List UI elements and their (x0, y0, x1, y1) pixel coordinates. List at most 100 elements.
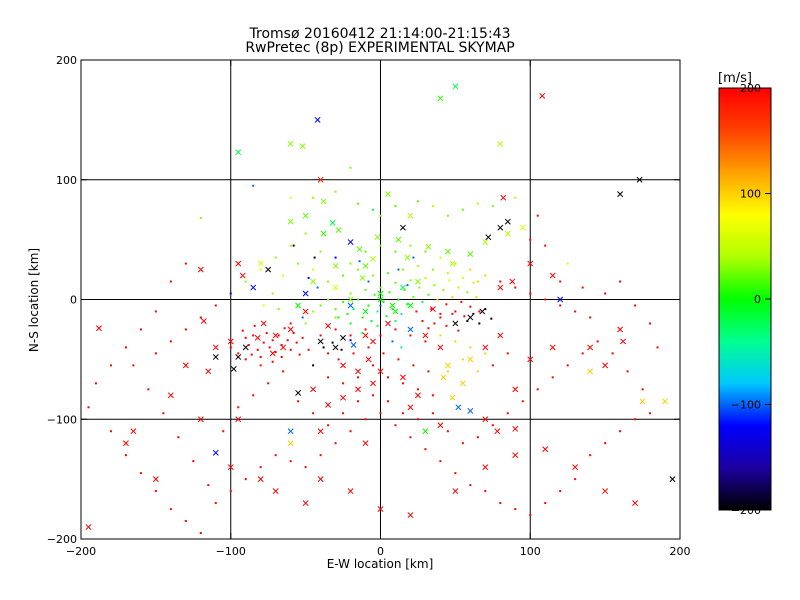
data-point-dot (237, 352, 240, 355)
data-point-x (377, 290, 384, 297)
data-point-dot (416, 388, 419, 391)
data-point-dot (641, 388, 644, 391)
data-point-x (152, 476, 159, 483)
data-point-dot (619, 430, 622, 433)
data-point-x (602, 488, 609, 495)
data-point-dot (372, 208, 375, 211)
data-point-x (467, 407, 474, 414)
data-point-x (497, 284, 504, 291)
data-point-dot (514, 286, 517, 289)
data-point-dot (566, 262, 569, 265)
data-point-dot (313, 256, 316, 259)
data-point-dot (397, 268, 400, 271)
data-point-dot (412, 256, 415, 259)
data-point-dot (581, 352, 584, 355)
data-point-dot (574, 478, 577, 481)
data-point-x (504, 230, 511, 237)
data-point-dot (259, 364, 262, 367)
data-point-x (370, 380, 376, 387)
data-point-dot (431, 268, 434, 271)
data-point-x (407, 326, 414, 333)
data-point-dot (385, 315, 388, 318)
data-point-dot (388, 291, 391, 294)
data-point-x (509, 278, 516, 285)
data-point-dot (536, 388, 539, 391)
data-point-x (212, 354, 219, 360)
data-point-x (392, 308, 399, 315)
data-point-dot (589, 454, 592, 457)
data-point-x (362, 332, 369, 339)
data-point-x (617, 326, 624, 333)
data-point-dot (491, 424, 494, 427)
data-point-dot (349, 339, 352, 342)
data-point-dot (461, 358, 464, 361)
data-point-dot (457, 329, 460, 332)
data-point-dot (424, 340, 427, 343)
data-point-x (370, 255, 376, 262)
data-point-dot (596, 340, 599, 343)
data-point-dot (446, 214, 449, 217)
data-point-x (287, 218, 294, 225)
data-point-dot (476, 202, 479, 205)
data-point-dot (370, 320, 373, 323)
data-point-dot (253, 324, 256, 327)
data-point-dot (334, 190, 337, 193)
data-point-x (452, 488, 459, 495)
data-point-dot (439, 460, 442, 463)
data-point-dot (430, 308, 433, 311)
data-point-dot (327, 424, 330, 427)
data-point-dot (334, 308, 337, 311)
data-point-x (636, 176, 643, 183)
data-point-x (374, 234, 381, 241)
data-point-dot (400, 312, 403, 315)
data-point-x (587, 344, 594, 351)
data-point-x (317, 428, 324, 435)
data-point-dot (342, 412, 345, 415)
data-point-x (437, 95, 444, 102)
data-point-dot (514, 508, 517, 511)
data-point-dot (427, 370, 430, 373)
data-point-dot (406, 284, 409, 287)
data-point-x (340, 362, 347, 369)
data-point-x (452, 320, 459, 327)
data-point-dot (394, 281, 397, 284)
data-point-dot (169, 508, 172, 511)
data-point-dot (349, 292, 352, 295)
data-point-dot (412, 364, 415, 367)
data-point-dot (401, 382, 404, 385)
data-point-dot (154, 490, 157, 493)
data-point-x (227, 464, 234, 471)
data-point-dot (472, 312, 475, 315)
data-point-x (265, 266, 272, 273)
data-point-x (400, 224, 406, 231)
colorbar-tick-label: 0 (754, 293, 761, 306)
data-point-dot (454, 472, 457, 475)
y-tick-label: 100 (56, 174, 77, 187)
data-point-dot (559, 280, 562, 283)
data-point-dot (376, 324, 379, 327)
data-point-dot (391, 308, 394, 311)
data-point-dot (394, 424, 397, 427)
data-point-dot (307, 276, 310, 279)
data-point-dot (316, 286, 319, 289)
data-point-x (602, 362, 609, 369)
data-point-x (385, 191, 391, 198)
data-point-x (230, 366, 237, 372)
data-point-dot (289, 244, 292, 247)
data-point-x (494, 428, 501, 435)
data-point-x (437, 422, 444, 429)
data-point-x (587, 368, 594, 375)
x-tick-label: 100 (520, 545, 541, 558)
data-point-dot (394, 250, 397, 253)
data-point-dot (409, 244, 412, 247)
data-point-dot (478, 310, 481, 313)
data-point-x (347, 239, 354, 245)
data-point-dot (229, 346, 232, 349)
data-point-x (527, 356, 534, 363)
data-point-dot (337, 358, 340, 361)
data-point-x (295, 302, 302, 309)
data-point-dot (379, 214, 382, 217)
data-point-dot (282, 274, 285, 277)
x-axis-label: E-W location [km] (327, 557, 434, 571)
data-point-dot (445, 303, 448, 306)
